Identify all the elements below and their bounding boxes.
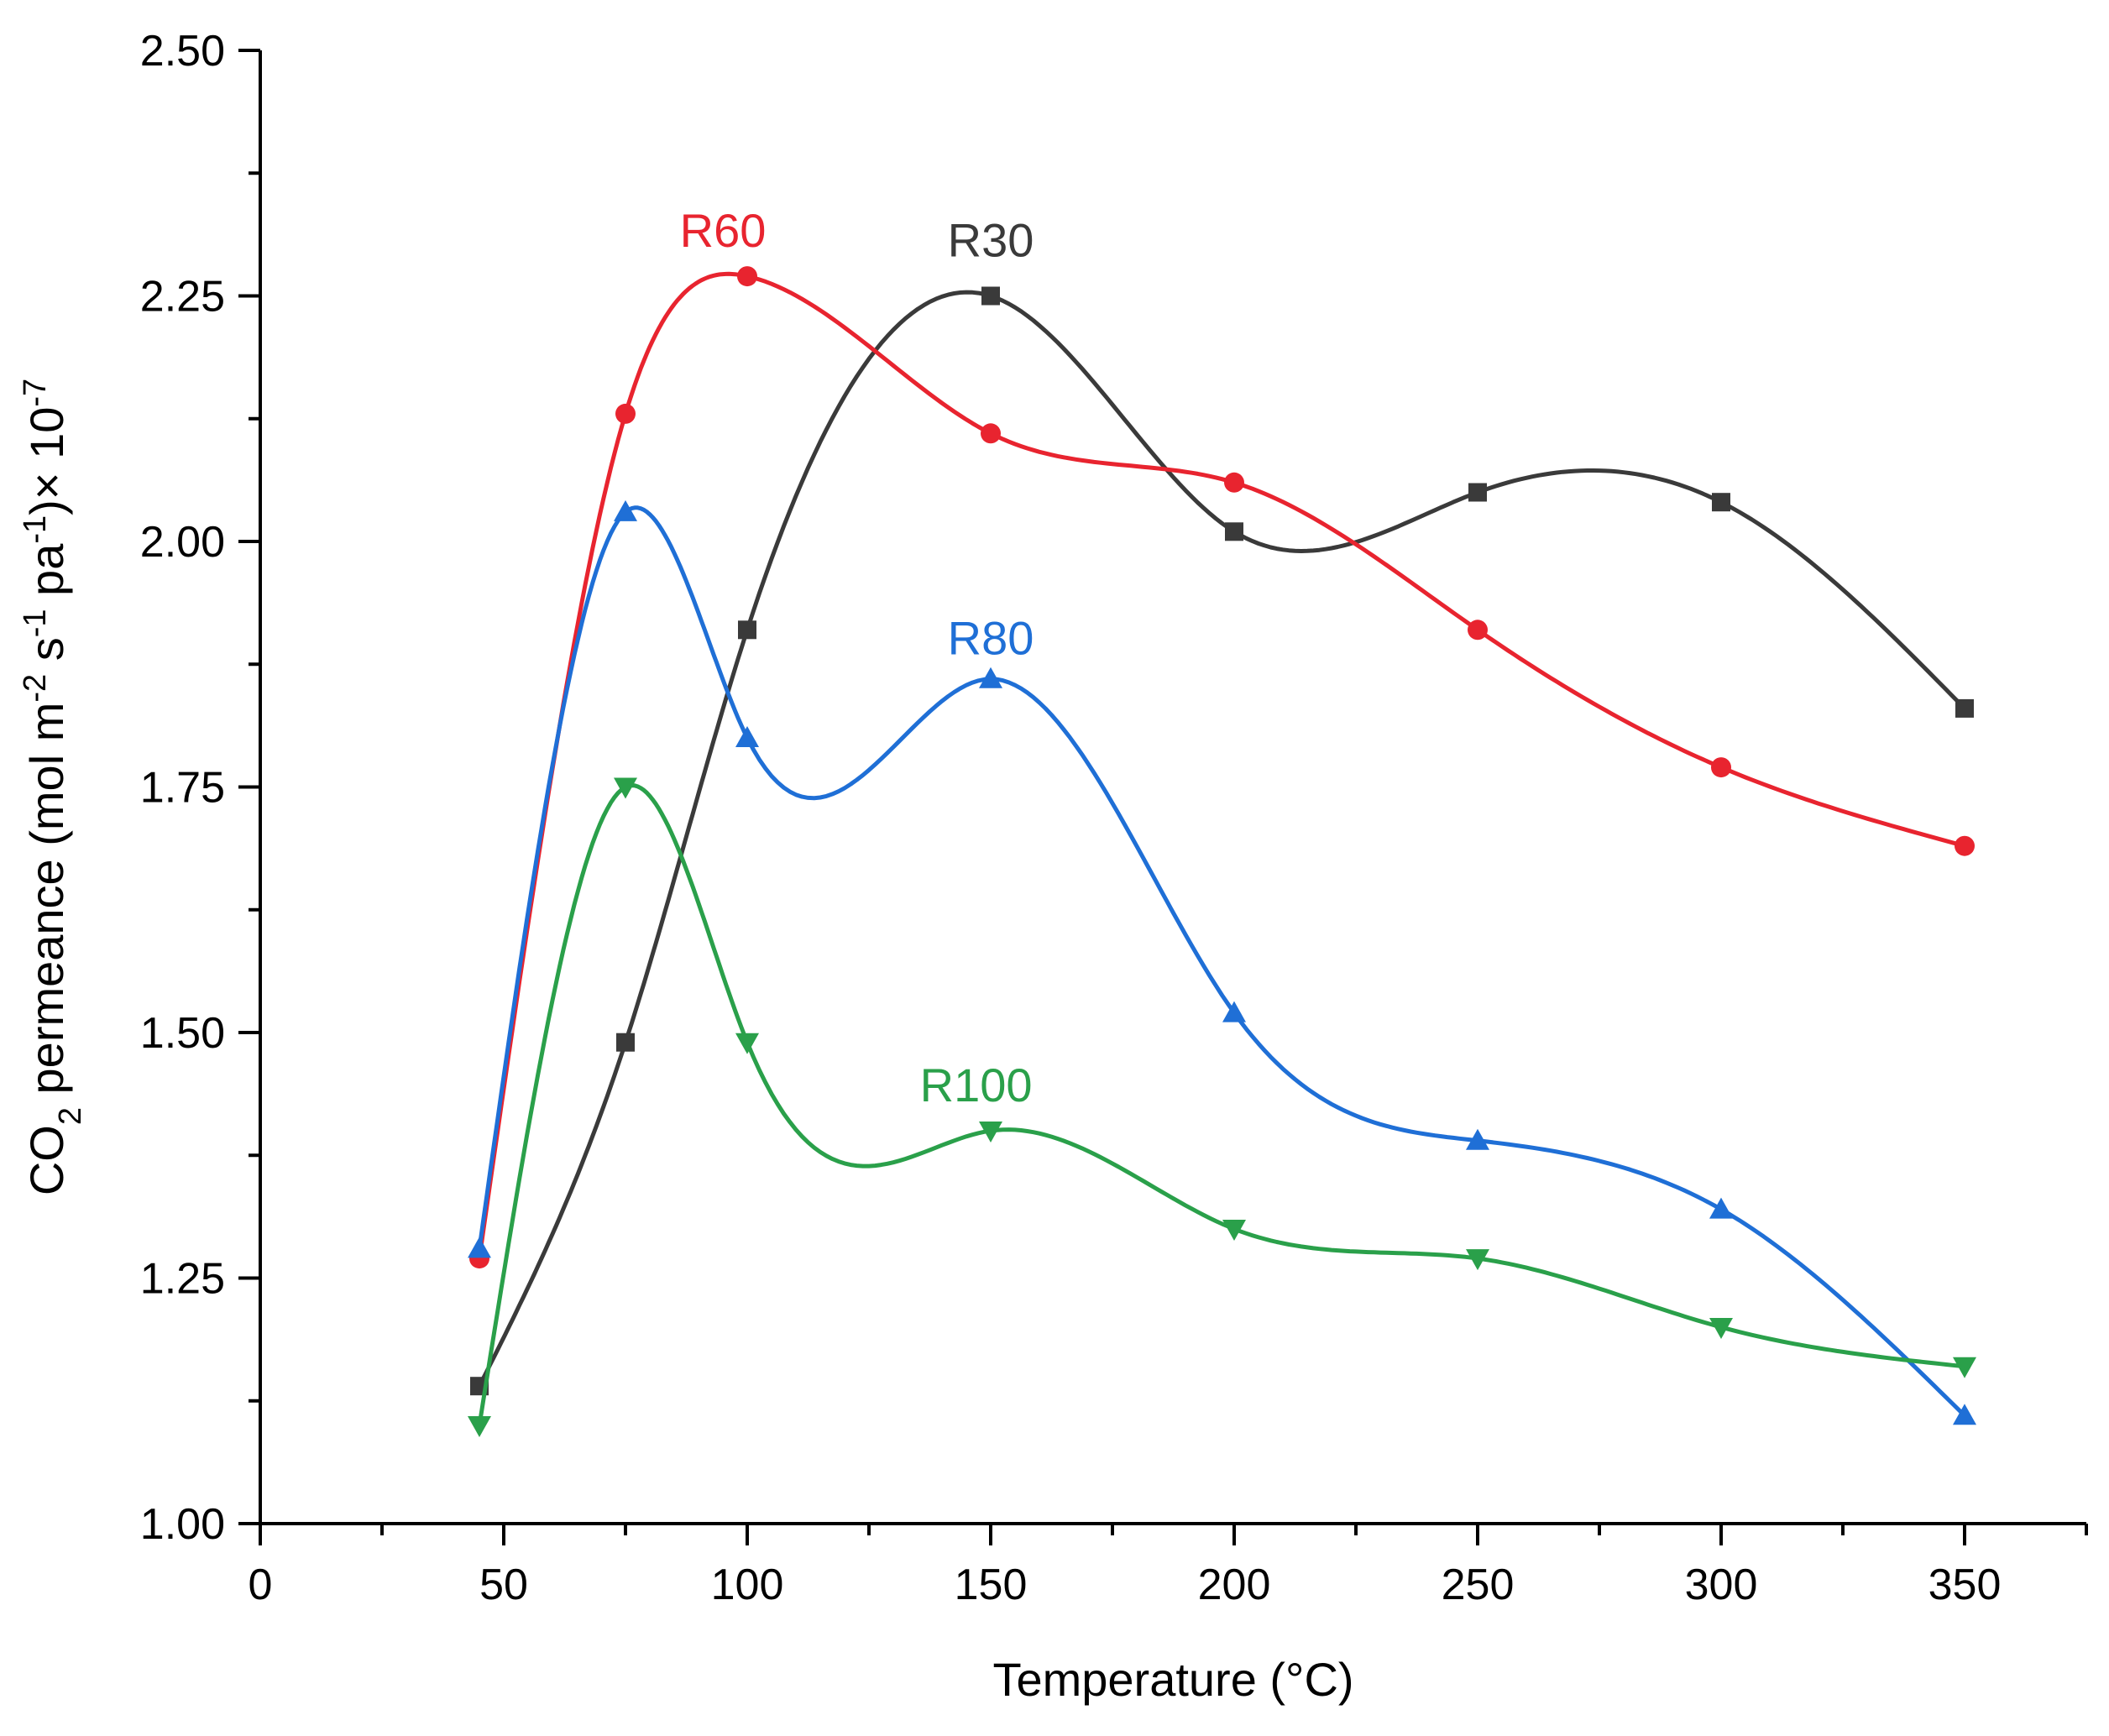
data-point <box>1953 1404 1976 1425</box>
series-label: R80 <box>948 612 1034 665</box>
y-tick-label: 2.00 <box>140 518 225 567</box>
data-point <box>1222 1220 1246 1241</box>
data-point <box>1711 757 1731 778</box>
data-point <box>1225 522 1243 541</box>
x-tick-label: 200 <box>1198 1561 1271 1609</box>
data-point <box>979 667 1002 688</box>
data-point <box>981 286 1000 306</box>
data-point <box>1468 483 1487 502</box>
y-tick-label: 1.50 <box>140 1009 225 1058</box>
series-R60: R60 <box>469 204 1975 1269</box>
data-point <box>1466 1128 1489 1150</box>
data-point <box>737 266 757 287</box>
data-point <box>1224 472 1244 493</box>
data-point <box>468 1237 491 1258</box>
series-line <box>477 783 1965 1426</box>
data-point <box>981 423 1001 444</box>
series-R80: R80 <box>468 499 1976 1425</box>
series-R30: R30 <box>470 214 1974 1396</box>
data-point <box>614 777 637 799</box>
y-tick-label: 2.50 <box>140 27 225 76</box>
data-point <box>615 403 636 424</box>
y-tick-label: 1.75 <box>140 764 225 813</box>
y-tick-label: 2.25 <box>140 273 225 322</box>
x-tick-label: 250 <box>1442 1561 1515 1609</box>
axes: 0 50 100 150 200 250 300 350 1.00 1.25 1.50 1.75 2.0… <box>140 27 2088 1609</box>
data-point <box>1709 1318 1733 1339</box>
x-axis-title: Temperature (°C) <box>992 1653 1353 1706</box>
data-point <box>1712 493 1730 512</box>
y-axis-title: CO2 permeance (mol m-2 s-1 pa-1)× 10-7 <box>18 379 88 1195</box>
x-tick-label: 0 <box>249 1561 273 1609</box>
series-R100: R100 <box>468 777 1976 1437</box>
data-point <box>1953 1357 1976 1378</box>
x-tick-label: 300 <box>1685 1561 1758 1609</box>
data-point <box>1222 1001 1246 1022</box>
plot-area: R30 R60 R80 R100 <box>468 204 1976 1437</box>
series-label: R60 <box>680 204 767 257</box>
x-tick-label: 150 <box>955 1561 1028 1609</box>
data-point <box>616 1033 635 1052</box>
data-point <box>1955 835 1975 856</box>
data-point <box>1709 1197 1733 1219</box>
data-point <box>979 1122 1002 1143</box>
x-tick-label: 50 <box>479 1561 528 1609</box>
series-line <box>477 271 1965 1259</box>
data-point <box>468 1416 491 1437</box>
data-point <box>1466 1249 1489 1271</box>
x-tick-label: 100 <box>711 1561 784 1609</box>
data-point <box>738 620 756 640</box>
series-line <box>477 505 1966 1418</box>
x-tick-label: 350 <box>1928 1561 2002 1609</box>
data-point <box>614 499 637 521</box>
data-point <box>1955 698 1974 718</box>
data-point <box>735 726 759 747</box>
series-line <box>477 290 1966 1388</box>
data-point <box>735 1033 759 1054</box>
y-tick-label: 1.25 <box>140 1255 225 1304</box>
y-tick-label: 1.00 <box>140 1500 225 1549</box>
data-point <box>1468 620 1488 641</box>
series-label: R100 <box>920 1059 1033 1111</box>
series-label: R30 <box>948 214 1034 267</box>
